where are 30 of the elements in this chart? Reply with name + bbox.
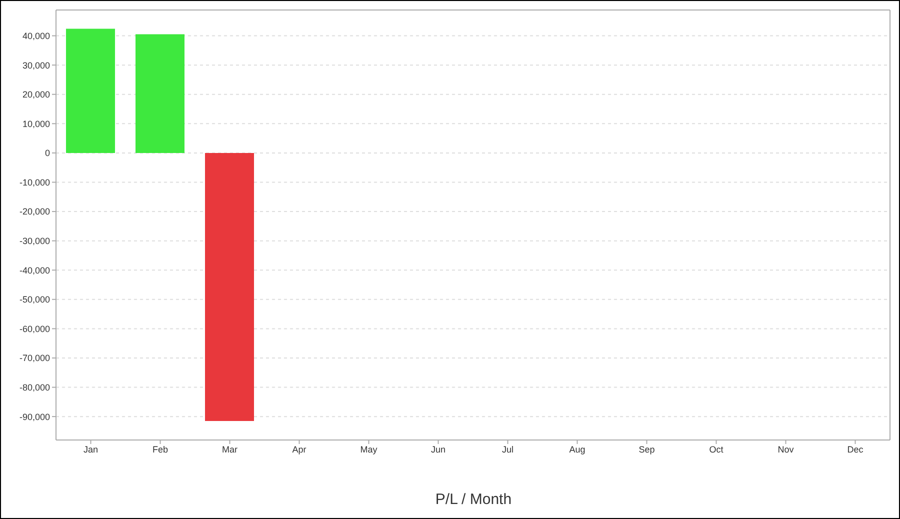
y-tick-label: -70,000 <box>19 353 50 364</box>
x-axis-title: P/L / Month <box>434 491 513 508</box>
y-tick-label: -40,000 <box>19 265 50 276</box>
x-tick-label: Dec <box>847 444 864 454</box>
x-tick-label: Oct <box>709 444 724 454</box>
x-tick-label: Aug <box>569 444 586 454</box>
y-tick-label: -30,000 <box>19 236 50 246</box>
x-tick-label: Feb <box>152 444 168 454</box>
y-tick-label: 40,000 <box>22 30 50 41</box>
x-tick-label: Mar <box>222 444 238 454</box>
y-tick-label: -10,000 <box>19 177 50 188</box>
bar <box>205 152 254 421</box>
y-tick-label: -50,000 <box>19 294 50 305</box>
bar <box>136 34 184 153</box>
y-tick-label: -90,000 <box>19 412 50 422</box>
x-tick-label: Sep <box>638 444 655 454</box>
y-tick-label: 10,000 <box>22 118 50 129</box>
y-tick-label: -60,000 <box>19 324 50 334</box>
y-tick-label: 0 <box>44 148 50 158</box>
x-tick-label: May <box>360 444 378 454</box>
x-tick-label: Jan <box>83 444 98 454</box>
x-tick-label: Jun <box>430 444 446 454</box>
y-tick-label: 30,000 <box>22 60 50 70</box>
y-tick-label: -80,000 <box>19 382 50 392</box>
bar <box>66 28 115 153</box>
x-tick-label: Apr <box>292 444 306 454</box>
y-tick-label: 20,000 <box>22 90 50 100</box>
x-tick-label: Jul <box>502 444 514 454</box>
y-tick-label: -20,000 <box>19 206 50 217</box>
x-tick-label: Nov <box>778 444 794 454</box>
